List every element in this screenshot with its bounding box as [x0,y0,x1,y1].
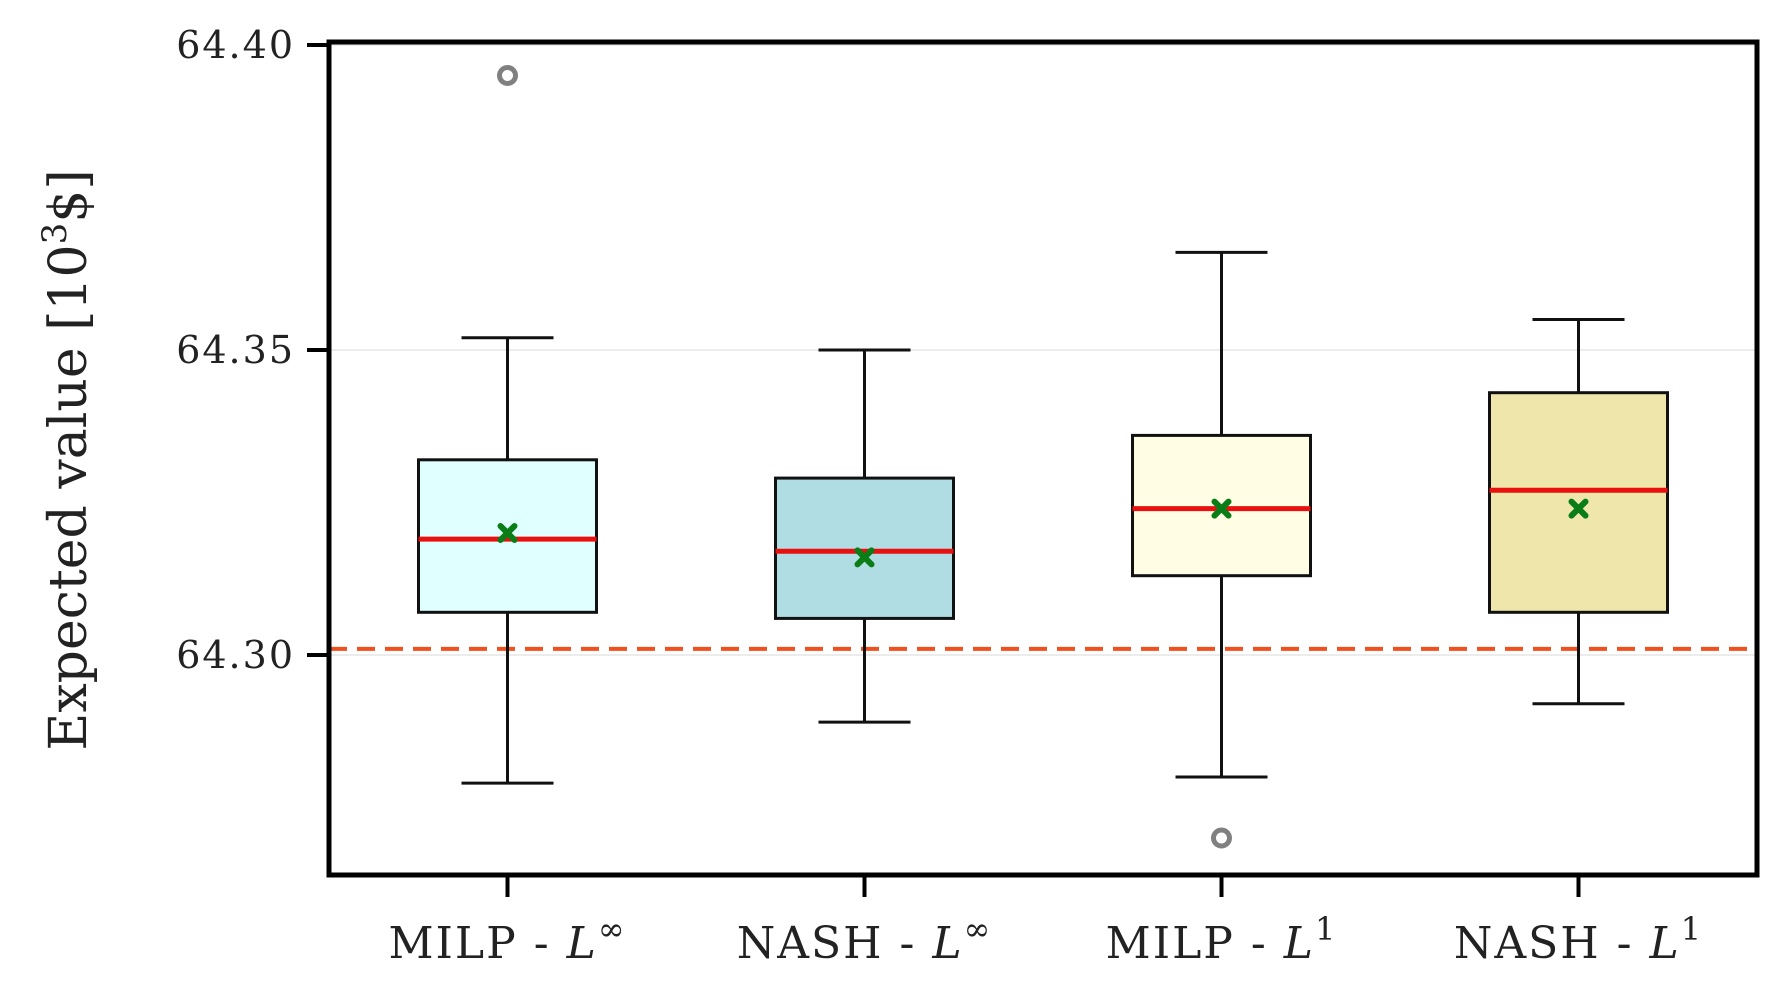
box-iqr [774,476,955,620]
x-tick-label: NASH - L1 [1454,910,1703,969]
mean-marker-stroke [854,547,875,568]
x-tick-label-name: MILP - [1106,918,1284,969]
x-tick-label-sup: 1 [1315,910,1337,948]
y-axis-title-main: Expected value [10 [39,244,99,750]
y-axis-title: Expected value [103$] [35,169,99,750]
x-tick-label: MILP - L1 [1106,910,1338,969]
x-tick-label: MILP - L∞ [389,910,627,969]
y-axis-title-sup: 3 [35,223,75,245]
box-group [417,65,598,785]
x-tick-label: NASH - L∞ [737,910,993,969]
box-group [1131,250,1312,849]
mean-marker [1568,498,1589,519]
x-tick-label-sup: ∞ [964,910,993,948]
box-group [774,348,955,724]
box-group [1488,318,1669,706]
mean-marker [497,523,518,543]
x-tick-label-italic: L [566,918,598,969]
outlier-point [1211,827,1232,849]
boxes-layer [417,65,1669,849]
mean-marker [1211,498,1232,519]
y-axis-title-tail: $] [39,169,99,222]
x-tick-label-name: MILP - [389,918,567,969]
y-tick-label: 64.40 [176,23,295,67]
outlier-point [497,65,518,86]
y-tick-label: 64.30 [176,633,295,677]
mean-marker [854,547,875,568]
x-tick-label-name: NASH - [737,918,933,969]
x-tick-label-italic: L [931,918,963,969]
x-tick-label-sup: 1 [1681,910,1703,948]
x-tick-label-sup: ∞ [598,910,627,948]
grid-lines [329,44,1757,656]
y-tick-label: 64.35 [176,328,295,372]
mean-marker-stroke [1211,498,1232,519]
x-tick-label-italic: L [1283,918,1315,969]
x-tick-label-italic: L [1649,918,1681,969]
plot-frame [326,39,1760,878]
mean-marker-stroke [1568,498,1589,519]
box-iqr [1488,391,1669,614]
mean-marker-stroke [497,523,518,543]
x-tick-label-name: NASH - [1454,918,1650,969]
y-axis: 64.30 64.35 64.40 [176,23,329,677]
box-iqr [1131,433,1312,578]
x-axis: MILP - L∞ NASH - L∞ MILP - L1 NASH - L1 [389,875,1703,969]
